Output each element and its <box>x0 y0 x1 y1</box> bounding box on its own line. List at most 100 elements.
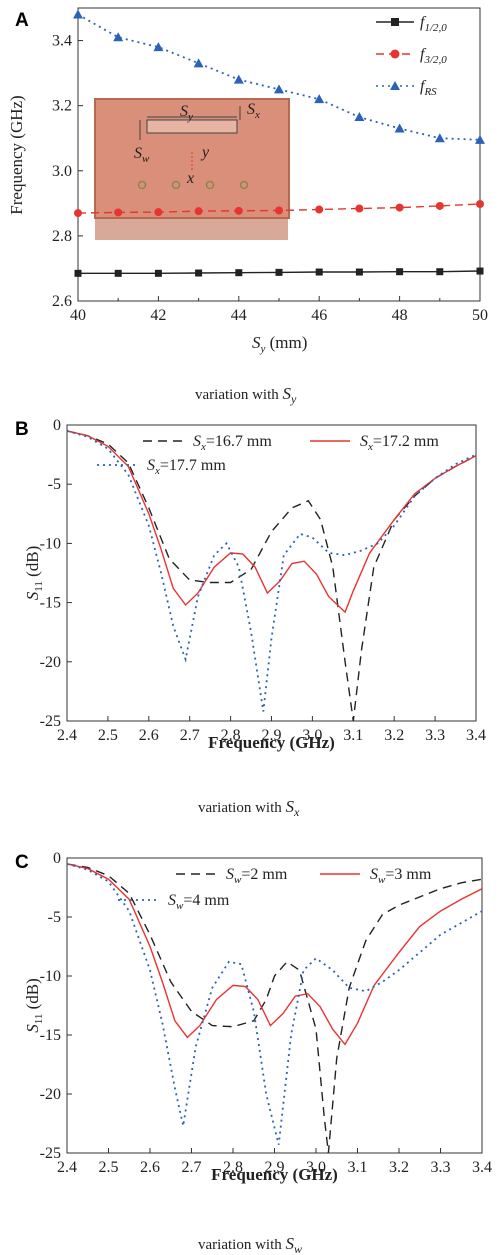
legend: Sw=2 mm Sw=3 mm Sw=4 mm <box>118 866 432 912</box>
plot-frame <box>66 424 477 722</box>
x-tick-label: 3.2 <box>389 1159 409 1176</box>
circle-marker <box>194 207 203 216</box>
x-tick-label: 3.4 <box>472 1159 492 1176</box>
x-tick-label: 2.7 <box>182 1159 202 1176</box>
x-tick-label: 3.2 <box>384 727 404 744</box>
triangle-marker <box>73 9 83 19</box>
legend-entry: Sx=16.7 mm <box>193 433 272 453</box>
legend-entry: Sx=17.2 mm <box>360 433 439 453</box>
y-tick-label: -10 <box>40 968 61 985</box>
y-tick-label: 3.0 <box>52 163 72 180</box>
x-axis-label-a: Sy (mm) <box>252 333 307 355</box>
series-line-3 <box>66 863 483 1145</box>
series-line-2 <box>66 863 483 1046</box>
legend-entry: f1/2,0 <box>420 14 447 34</box>
x-tick-label: 2.5 <box>99 1159 119 1176</box>
y-tick-label: 0 <box>53 417 61 434</box>
x-axis-label: Frequency (GHz) <box>208 733 335 752</box>
circle-marker <box>476 199 484 208</box>
y-tick-label: -5 <box>48 909 61 926</box>
legend-entry: Sx=17.7 mm <box>147 457 226 477</box>
y-tick-label: 3.4 <box>52 33 72 50</box>
triangle-marker <box>153 42 164 52</box>
y-tick-label: -25 <box>40 1145 61 1162</box>
y-tick-label: 2.6 <box>52 293 72 310</box>
x-tick-label: 46 <box>311 307 327 324</box>
x-tick-label: 2.4 <box>57 1159 77 1176</box>
x-tick-label: 42 <box>150 307 166 324</box>
y-tick-label: -5 <box>48 476 61 493</box>
panel-c: 2.4 2.5 2.6 2.7 2.8 2.9 3.0 3.1 3.2 3.3 3.4 0 -5 -10 -… <box>15 850 492 1255</box>
triangle-marker <box>274 84 284 94</box>
square-marker <box>154 269 162 277</box>
legend-marker <box>390 49 400 59</box>
square-marker <box>235 269 243 277</box>
legend-entry: Sw=2 mm <box>226 866 288 886</box>
caption: variation with Sw <box>198 1234 302 1255</box>
panel-label-c: C <box>15 852 29 873</box>
x-tick-label: 2.9 <box>262 727 282 744</box>
triangle-marker <box>434 133 445 143</box>
circle-marker <box>435 201 444 210</box>
x-tick-label: 3.3 <box>431 1159 451 1176</box>
square-marker <box>355 268 363 276</box>
inset-label-sx: Sx <box>247 101 260 121</box>
circle-marker <box>395 203 404 212</box>
x-tick-label: 3.0 <box>306 1159 326 1176</box>
x-axis-label: Frequency (GHz) <box>211 1165 338 1184</box>
legend-entry: f3/2,0 <box>420 46 447 66</box>
square-marker <box>74 269 82 277</box>
circle-marker <box>355 204 364 213</box>
panel-label-b: B <box>15 419 29 440</box>
x-tick-label: 2.9 <box>265 1159 285 1176</box>
legend-marker <box>391 18 399 26</box>
circle-marker <box>114 208 123 217</box>
circle-marker <box>234 206 243 215</box>
series-line-2 <box>66 430 477 614</box>
square-marker <box>396 268 404 276</box>
series-line-3 <box>66 430 477 712</box>
panel-a: Sy Sx Sw yx 40 42 44 46 48 50 2.6 2.8 3.0 3.2 3.4 A Freq… <box>7 7 488 406</box>
x-tick-label: 3.0 <box>302 727 322 744</box>
inset-patch <box>94 98 290 219</box>
triangle-marker <box>354 112 365 122</box>
panel-label-a: A <box>15 10 29 31</box>
y-tick-label: -15 <box>40 1027 61 1044</box>
legend-entry: Sw=3 mm <box>370 866 432 886</box>
square-marker <box>476 267 484 275</box>
x-tick-label: 2.6 <box>140 1159 160 1176</box>
triangle-marker <box>475 134 485 144</box>
circle-marker <box>275 206 283 215</box>
x-tick-label: 3.1 <box>348 1159 368 1176</box>
square-marker <box>195 269 203 277</box>
y-tick-label: -25 <box>40 713 61 730</box>
legend: Sx=16.7 mm Sx=17.2 mm Sx=17.7 mm <box>97 433 439 477</box>
x-tick-label: 48 <box>392 307 408 324</box>
y-tick-label: -15 <box>40 595 61 612</box>
y-axis-label-a: Frequency (GHz) <box>7 95 26 214</box>
triangle-marker <box>113 32 124 42</box>
x-tick-label: 2.7 <box>180 727 200 744</box>
x-tick-label: 2.5 <box>98 727 118 744</box>
inset-via <box>137 180 147 190</box>
inset-schematic: Sy Sx Sw yx <box>94 98 290 240</box>
caption-a: variation with Sy <box>195 384 297 406</box>
square-marker <box>315 268 323 276</box>
y-axis-label: S11 (dB) <box>23 978 45 1033</box>
triangle-marker <box>394 123 405 133</box>
y-tick-label: 0 <box>53 850 61 867</box>
x-tick-label: 2.8 <box>223 1159 243 1176</box>
inset-substrate <box>95 218 288 240</box>
circle-marker <box>74 209 82 218</box>
triangle-marker <box>314 94 325 104</box>
inset-via <box>205 180 215 190</box>
inset-label-sy: Sy <box>180 103 193 123</box>
legend-entry: fRS <box>420 78 437 98</box>
triangle-marker <box>233 74 244 84</box>
legend-entry: Sw=4 mm <box>168 892 230 912</box>
inset-label-sw: Sw <box>134 145 150 165</box>
inset-via <box>171 180 181 190</box>
y-tick-label: -20 <box>40 654 61 671</box>
legend-marker <box>390 81 400 90</box>
